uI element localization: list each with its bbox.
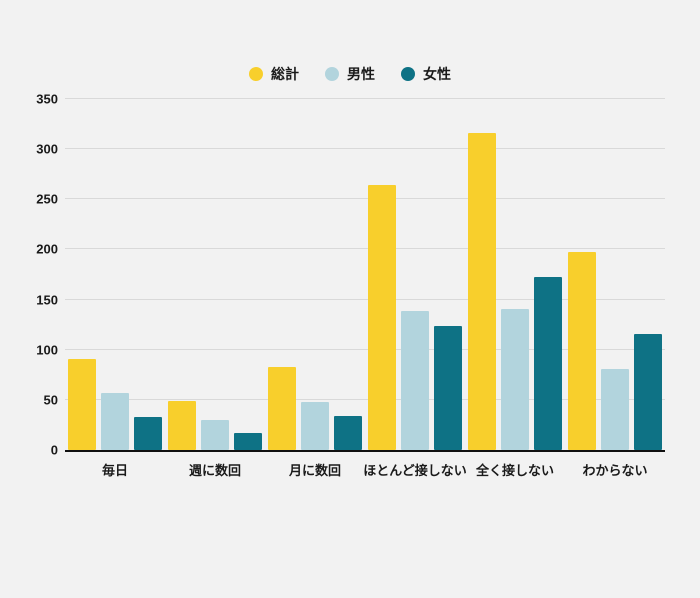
bar-総計-週に数回[interactable]	[168, 400, 196, 450]
bar-group: 全く接しない	[465, 99, 565, 478]
bar-男性-わからない[interactable]	[601, 368, 629, 450]
legend: 総計 男性 女性	[0, 64, 700, 84]
bar-男性-毎日[interactable]	[101, 392, 129, 450]
bar-男性-ほとんど接しない[interactable]	[401, 310, 429, 450]
bar-女性-月に数回[interactable]	[334, 415, 362, 450]
bar-group: わからない	[565, 99, 665, 478]
x-axis-label: 月に数回	[288, 463, 342, 478]
x-axis-label: 週に数回	[188, 463, 242, 478]
bar-男性-月に数回[interactable]	[301, 401, 329, 450]
x-axis-label: ほとんど接しない	[363, 463, 467, 478]
bar-女性-わからない[interactable]	[634, 333, 662, 450]
legend-label-male: 男性	[347, 66, 375, 82]
gridline	[65, 248, 665, 250]
bar-女性-週に数回[interactable]	[234, 432, 262, 450]
bar-総計-毎日[interactable]	[68, 358, 96, 450]
x-axis-label: わからない	[582, 463, 648, 478]
gridline	[65, 398, 665, 400]
y-tick-label: 50	[43, 392, 58, 408]
y-axis-labels: 0 50 100 150 200 250 300 350	[0, 92, 58, 458]
bar-男性-全く接しない[interactable]	[501, 308, 529, 450]
y-tick-label: 300	[36, 141, 58, 157]
legend-item-male[interactable]: 男性	[325, 64, 375, 84]
legend-swatch-male-icon	[325, 67, 339, 81]
y-tick-label: 200	[36, 241, 58, 257]
y-tick-label: 150	[36, 292, 58, 308]
legend-item-female[interactable]: 女性	[401, 64, 451, 84]
bar-総計-わからない[interactable]	[568, 252, 596, 450]
bar-group: ほとんど接しない	[363, 99, 467, 478]
bar-group: 週に数回	[165, 99, 265, 478]
bar-女性-毎日[interactable]	[134, 416, 162, 450]
y-tick-label: 100	[36, 342, 58, 358]
bar-group: 毎日	[65, 99, 165, 478]
plot-area: 毎日 週に数回 月に数回 ほとんど接しない 全く接しない わからない	[65, 98, 665, 478]
gridline	[65, 148, 665, 150]
legend-swatch-female-icon	[401, 67, 415, 81]
x-axis-label: 全く接しない	[475, 463, 555, 478]
legend-swatch-total-icon	[249, 67, 263, 81]
bar-総計-ほとんど接しない[interactable]	[368, 185, 396, 450]
legend-label-female: 女性	[423, 66, 451, 82]
y-tick-label: 0	[50, 442, 58, 458]
gridline	[65, 348, 665, 350]
bar-groups: 毎日 週に数回 月に数回 ほとんど接しない 全く接しない わからない	[65, 99, 665, 478]
x-axis-label: 毎日	[101, 463, 129, 478]
legend-item-total[interactable]: 総計	[249, 64, 299, 84]
bar-group: 月に数回	[265, 99, 365, 478]
gridline	[65, 98, 665, 99]
bar-総計-月に数回[interactable]	[268, 366, 296, 450]
bar-男性-週に数回[interactable]	[201, 419, 229, 450]
bar-女性-ほとんど接しない[interactable]	[434, 325, 462, 450]
legend-label-total: 総計	[271, 66, 299, 82]
bar-女性-全く接しない[interactable]	[534, 276, 562, 450]
gridline	[65, 198, 665, 200]
gridline	[65, 298, 665, 300]
bar-総計-全く接しない[interactable]	[468, 133, 496, 450]
y-tick-label: 350	[36, 91, 58, 107]
y-tick-label: 250	[36, 191, 58, 207]
